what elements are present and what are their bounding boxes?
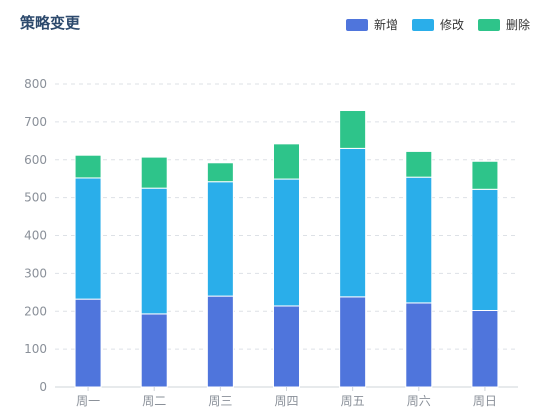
chart-legend: 新增 修改 删除	[345, 16, 530, 33]
bar-新增-周三	[206, 295, 234, 388]
bar-修改-周三	[206, 181, 234, 297]
bar-修改-周日	[471, 188, 499, 311]
bar-删除-周一	[74, 154, 102, 179]
bar-修改-周五	[339, 147, 367, 298]
bar-删除-周五	[339, 110, 367, 149]
bar-新增-周二	[140, 313, 168, 388]
x-tick-label-周一: 周一	[76, 394, 100, 408]
legend-swatch-新增	[345, 18, 368, 31]
y-tick-label-100: 100	[24, 342, 47, 356]
x-tick-label-周四: 周四	[274, 394, 298, 408]
bar-删除-周三	[206, 162, 234, 183]
y-tick-label-600: 600	[24, 153, 47, 167]
bar-新增-周六	[405, 302, 433, 388]
bar-新增-周日	[471, 309, 499, 388]
legend-label-删除: 删除	[505, 18, 530, 32]
legend-label-新增: 新增	[373, 18, 398, 32]
bar-删除-周二	[140, 156, 168, 189]
legend-item-修改[interactable]: 修改	[411, 16, 464, 33]
x-tick-label-周二: 周二	[142, 394, 166, 408]
bar-删除-周四	[273, 143, 300, 180]
y-tick-label-0: 0	[39, 380, 47, 394]
bar-新增-周五	[339, 296, 367, 388]
x-tick-label-周日: 周日	[473, 394, 497, 408]
y-tick-label-300: 300	[24, 266, 47, 280]
bar-修改-周六	[405, 176, 433, 304]
x-tick-label-周六: 周六	[407, 394, 431, 408]
bar-修改-周一	[74, 177, 102, 300]
bar-修改-周四	[273, 178, 300, 307]
y-tick-label-700: 700	[24, 115, 47, 129]
legend-item-新增[interactable]: 新增	[345, 16, 398, 33]
y-tick-label-200: 200	[24, 304, 47, 318]
legend-label-修改: 修改	[439, 18, 464, 32]
legend-item-删除[interactable]: 删除	[477, 16, 530, 33]
y-tick-label-800: 800	[24, 77, 47, 91]
x-tick-label-周五: 周五	[341, 394, 365, 408]
x-tick-label-周三: 周三	[208, 394, 232, 408]
legend-swatch-修改	[411, 18, 434, 31]
y-tick-label-400: 400	[24, 229, 47, 243]
y-tick-label-500: 500	[24, 191, 47, 205]
bar-删除-周六	[405, 150, 433, 178]
bar-新增-周一	[74, 298, 102, 388]
chart-title: 策略变更	[20, 14, 81, 32]
bar-新增-周四	[273, 305, 300, 388]
bar-删除-周日	[471, 160, 499, 190]
legend-swatch-删除	[477, 18, 500, 31]
bar-修改-周二	[140, 187, 168, 315]
